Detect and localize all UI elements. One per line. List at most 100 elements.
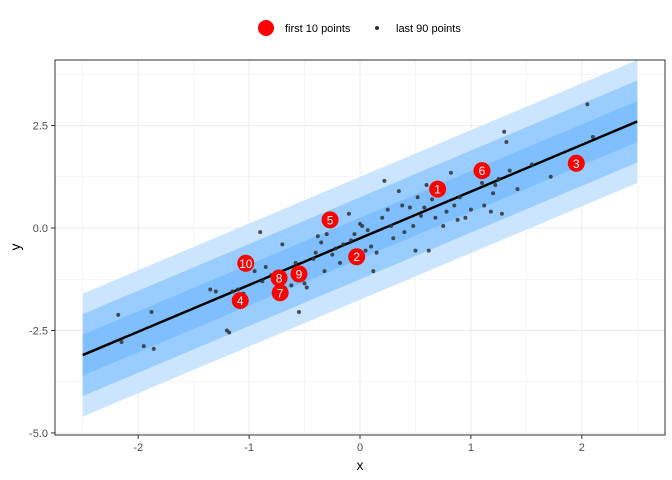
data-point-small [441,223,446,228]
data-point-small [407,205,412,210]
highlight-point-7: 7 [271,284,289,302]
highlight-point-marker [231,292,249,310]
highlight-point-marker [429,180,447,198]
data-point-small [444,209,449,214]
x-tick-label: -2 [133,442,143,454]
data-point-small [507,168,512,173]
data-point-small [230,289,235,294]
highlight-point-marker [271,284,289,302]
highlight-point-marker [567,154,585,172]
highlight-point-label: 5 [327,213,334,227]
highlight-point-label: 4 [237,294,244,308]
highlight-point-1: 1 [429,180,447,198]
y-tick-label: -5.0 [29,428,48,440]
data-point-small [289,283,294,288]
data-point-small [365,228,370,233]
data-point-small [311,256,316,261]
legend-label-first-10-points: first 10 points [285,23,351,35]
highlight-point-5: 5 [321,211,339,229]
highlight-point-label: 10 [239,257,253,271]
data-point-small [422,205,427,210]
data-point-small [411,223,416,228]
data-point-small [448,170,453,175]
data-point-small [488,209,493,214]
data-point-small [426,248,431,253]
data-point-small [360,223,365,228]
highlight-point-label: 2 [353,250,360,264]
highlight-point-9: 9 [290,265,308,283]
y-axis-title: y [7,244,23,251]
legend-key-last-90-points [375,26,379,30]
y-tick-label: -2.5 [29,325,48,337]
data-point-small [491,191,496,196]
highlight-point-label: 9 [296,267,303,281]
data-point-small [389,223,394,228]
highlight-point-marker [270,269,288,287]
highlight-point-label: 1 [434,183,441,197]
data-point-small [302,281,307,286]
data-point-small [149,310,154,315]
data-point-small [430,197,435,202]
plot-panel: 1 2 3 4 5 6 78 9 10 [54,59,666,436]
data-point-small [258,230,263,235]
data-point-small [415,195,420,200]
legend-label-last-90-points: last 90 points [396,23,461,35]
x-tick-label: -1 [244,442,254,454]
data-point-small [263,264,268,269]
data-point-small [333,246,338,251]
data-point-small [515,187,520,192]
legend-key-first-10-points [258,20,274,36]
data-point-small [280,242,285,247]
highlight-point-6: 6 [473,162,491,180]
data-point-small [482,203,487,208]
data-point-small [380,215,385,220]
data-point-small [338,260,343,265]
x-tick-label: 1 [468,442,474,454]
data-point-small [213,289,218,294]
data-point-small [315,234,320,239]
legend: first 10 points last 90 points [258,20,461,36]
data-point-small [452,203,457,208]
data-point-small [119,339,124,344]
data-point-small [590,135,595,140]
data-point-small [391,236,396,241]
data-point-small [400,203,405,208]
data-point-small [374,250,379,255]
highlight-point-label: 6 [479,164,486,178]
fit-line [82,120,638,357]
highlight-point-3: 3 [567,154,585,172]
data-point-small [304,285,309,290]
data-point-small [324,232,329,237]
data-point-small [116,312,121,317]
data-point-small [227,330,232,335]
data-point-small [346,211,351,216]
highlight-point-8: 8 [270,269,288,287]
data-point-small [480,180,484,185]
data-point-small [382,178,387,183]
data-point-small [502,129,507,134]
data-point-small [419,213,423,218]
data-point-small [363,248,368,253]
data-point-small [252,269,257,274]
data-point-small [504,139,509,144]
data-point-small [402,230,407,235]
data-point-small [529,162,534,167]
fit-line-layer [82,120,638,357]
data-point-small [313,250,318,255]
highlight-point-10: 10 [237,254,255,272]
x-tick-label: 0 [357,442,363,454]
data-point-small [433,215,438,220]
data-point-small [293,260,298,265]
data-point-small [341,242,346,247]
data-point-small [396,189,401,194]
highlight-point-marker [348,248,366,266]
data-point-small [369,244,374,249]
y-axis: -5.0 -2.5 0.0 2.5 [29,121,55,440]
data-point-small [352,232,357,237]
data-point-small [385,207,390,212]
highlight-point-label: 7 [277,286,284,300]
data-point-small [424,183,429,187]
highlight-point-marker [290,265,308,283]
data-point-small [260,279,265,284]
